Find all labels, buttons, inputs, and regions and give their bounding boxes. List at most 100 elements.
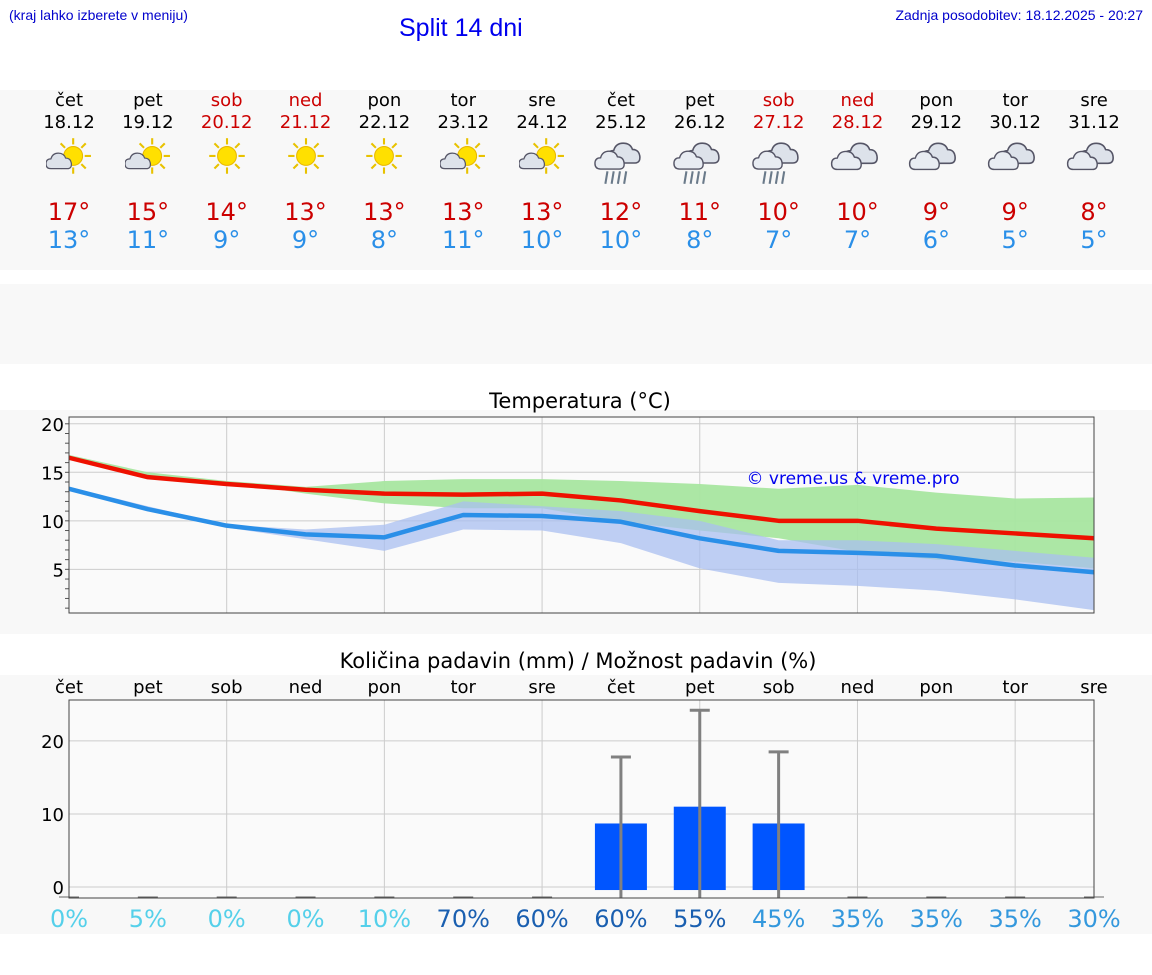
x-category-label: ned	[289, 677, 323, 698]
min-temp: 11°	[126, 226, 170, 254]
chart-title: Temperatura (°C)	[488, 389, 671, 413]
day-name: pon	[367, 90, 402, 111]
precip-probability: 0%	[208, 905, 246, 933]
x-category-label: čet	[607, 677, 635, 698]
blank-band	[0, 284, 1152, 364]
sun-cloud-icon	[418, 138, 508, 180]
forecast-day: tor 30.12	[970, 90, 1060, 180]
day-name: pet	[685, 90, 715, 111]
cloud-icon	[813, 138, 903, 180]
y-tick-label: 0	[53, 878, 64, 899]
min-temp: 7°	[843, 226, 872, 254]
min-temp: 10°	[520, 226, 564, 254]
y-tick-label: 10	[41, 512, 64, 533]
rain-cloud-icon	[734, 138, 824, 192]
min-temp: 13°	[47, 226, 91, 254]
max-temp: 14°	[205, 198, 248, 226]
day-date: 31.12	[1068, 112, 1120, 133]
x-category-label: sob	[211, 677, 243, 698]
sun-icon	[261, 138, 351, 180]
day-name: tor	[450, 90, 476, 111]
cloud-icon	[1049, 138, 1139, 180]
precip-probability: 60%	[515, 905, 568, 933]
x-category-label: tor	[450, 677, 476, 698]
temperature-chart: 5 10 15 20 Temperatura (°C) © vreme.us & vrem…	[41, 389, 1095, 614]
sun-cloud-icon	[497, 138, 587, 180]
x-category-label: čet	[55, 677, 83, 698]
min-temp: 6°	[922, 226, 950, 254]
sun-cloud-icon	[24, 138, 114, 180]
day-name: čet	[606, 90, 635, 111]
x-category-label: ned	[841, 677, 875, 698]
max-temp: 13°	[441, 198, 485, 226]
last-updated: Zadnja posodobitev: 18.12.2025 - 20:27	[895, 7, 1143, 23]
forecast-day: pon 29.12	[891, 90, 981, 180]
day-date: 18.12	[43, 112, 95, 133]
precip-probability: 5%	[129, 905, 167, 933]
min-temp: 11°	[441, 226, 485, 254]
precip-probability: 0%	[50, 905, 88, 933]
max-temp: 15°	[126, 198, 170, 226]
page-title: Split 14 dni	[399, 14, 523, 42]
max-temp: 12°	[599, 198, 643, 226]
plot-area	[69, 700, 1094, 898]
min-temp: 8°	[686, 226, 714, 254]
precip-probability: 30%	[1067, 905, 1120, 933]
plot-frame	[68, 699, 1095, 899]
x-category-label: pet	[685, 677, 715, 698]
precipitation-chart: 0 10 20 čet pet sob ned pon tor sre čet pet sob ned po…	[41, 649, 1121, 933]
min-temp: 7°	[765, 226, 793, 254]
day-date: 26.12	[674, 112, 726, 133]
day-name: ned	[840, 90, 875, 111]
precip-probability: 0%	[286, 905, 324, 933]
max-temp: 17°	[47, 198, 91, 226]
forecast-day: pon 22.12	[339, 90, 429, 180]
max-temp: 13°	[363, 198, 406, 226]
chart-title: Količina padavin (mm) / Možnost padavin …	[340, 649, 817, 673]
rain-cloud-icon	[655, 138, 745, 192]
cloud-icon	[891, 138, 981, 180]
day-name: sob	[762, 90, 795, 111]
min-temp: 5°	[1001, 226, 1029, 254]
x-category-label: sob	[763, 677, 795, 698]
forecast-day: ned 28.12	[813, 90, 903, 180]
forecast-day: čet 18.12	[24, 90, 114, 180]
day-name: ned	[288, 90, 323, 111]
plot-frame	[68, 416, 1095, 614]
forecast-day: sob 27.12	[734, 90, 824, 192]
day-date: 29.12	[910, 112, 963, 133]
forecast-day: čet 25.12	[576, 90, 666, 192]
max-temp: 10°	[757, 198, 800, 226]
precip-probability: 35%	[988, 905, 1041, 933]
forecast-day: pet 26.12	[655, 90, 745, 192]
day-date: 27.12	[752, 112, 805, 133]
watermark: © vreme.us & vreme.pro	[746, 469, 959, 489]
x-category-label: pet	[133, 677, 163, 698]
day-date: 23.12	[437, 112, 490, 133]
x-category-label: sre	[1080, 677, 1107, 698]
day-date: 22.12	[358, 112, 411, 133]
min-temp: 5°	[1080, 226, 1108, 254]
x-category-label: pon	[919, 677, 953, 698]
series-line-max	[68, 455, 1095, 541]
day-date: 20.12	[200, 112, 253, 133]
forecast-day: sre 31.12	[1049, 90, 1139, 180]
day-date: 28.12	[831, 112, 884, 133]
y-tick-label: 5	[53, 560, 64, 581]
max-temp: 13°	[520, 198, 564, 226]
precip-probability: 45%	[752, 905, 805, 933]
precip-probability: 70%	[437, 905, 490, 933]
max-temp: 9°	[922, 198, 950, 226]
forecast-day: tor 23.12	[418, 90, 508, 180]
precip-probability: 60%	[594, 905, 647, 933]
sun-cloud-icon	[103, 138, 193, 180]
day-date: 21.12	[279, 112, 332, 133]
precip-probability: 35%	[831, 905, 884, 933]
day-date: 30.12	[989, 112, 1041, 133]
day-date: 25.12	[595, 112, 647, 133]
day-name: pon	[919, 90, 954, 111]
rain-cloud-icon	[576, 138, 666, 192]
max-temp: 11°	[678, 198, 722, 226]
y-tick-label: 20	[41, 415, 64, 436]
max-temp: 13°	[284, 198, 327, 226]
